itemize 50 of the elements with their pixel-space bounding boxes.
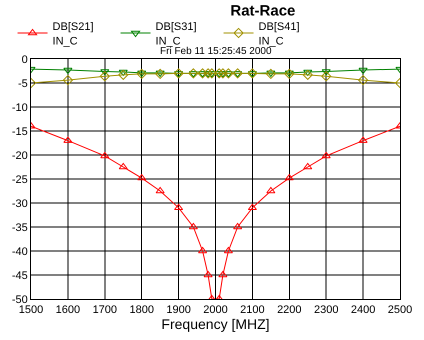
x-tick-label: 2000 [203,304,228,316]
point [63,68,72,74]
point [206,68,217,78]
point [62,75,73,86]
point [174,68,184,78]
y-tick-label: -40 [12,246,28,258]
y-tick-label: -15 [12,126,28,138]
x-tick-label: 2100 [240,304,265,316]
point [198,68,208,78]
point [100,152,110,158]
y-tick-label: -5 [18,78,28,90]
point [100,71,110,82]
point [118,70,128,80]
x-tick-label: 1700 [92,304,118,316]
x-tick-label: 2200 [277,304,302,316]
y-tick-label: -20 [12,150,28,162]
point [302,70,313,80]
point [188,68,198,78]
point [248,204,257,210]
x-tick-label: 2300 [314,304,338,316]
x-tick-label: 2500 [388,304,412,316]
x-axis-title: Frequency [MHZ] [161,316,270,332]
y-tick-label: -35 [12,222,28,234]
point [218,68,228,78]
point [321,71,332,82]
legend-label: DB[S31] IN_C [156,21,197,48]
point [232,68,243,78]
point [174,204,184,210]
x-tick-label: 2400 [350,304,376,316]
point [358,68,368,74]
chart-title: Rat-Race [230,2,296,20]
y-tick-label: 0 [22,54,28,66]
point [322,152,331,158]
point [223,68,234,78]
chart-subtitle: Fri Feb 11 15:25:45 2000 [160,46,272,57]
y-tick-label: -30 [12,198,28,210]
y-tick-label: -10 [12,102,28,114]
point [203,68,214,78]
x-tick-label: 1800 [129,304,154,316]
x-tick-label: 1900 [166,304,191,316]
point [247,68,258,78]
legend-label: DB[S41] IN_C [258,21,300,48]
x-tick-label: 1600 [56,304,80,316]
point [358,75,368,86]
y-tick-label: -50 [12,294,28,306]
legend-label: DB[S21] IN_C [52,21,94,48]
y-tick-label: -45 [12,270,28,282]
y-tick-label: -25 [12,174,28,186]
x-tick-label: 1500 [18,304,44,316]
point [214,68,224,78]
